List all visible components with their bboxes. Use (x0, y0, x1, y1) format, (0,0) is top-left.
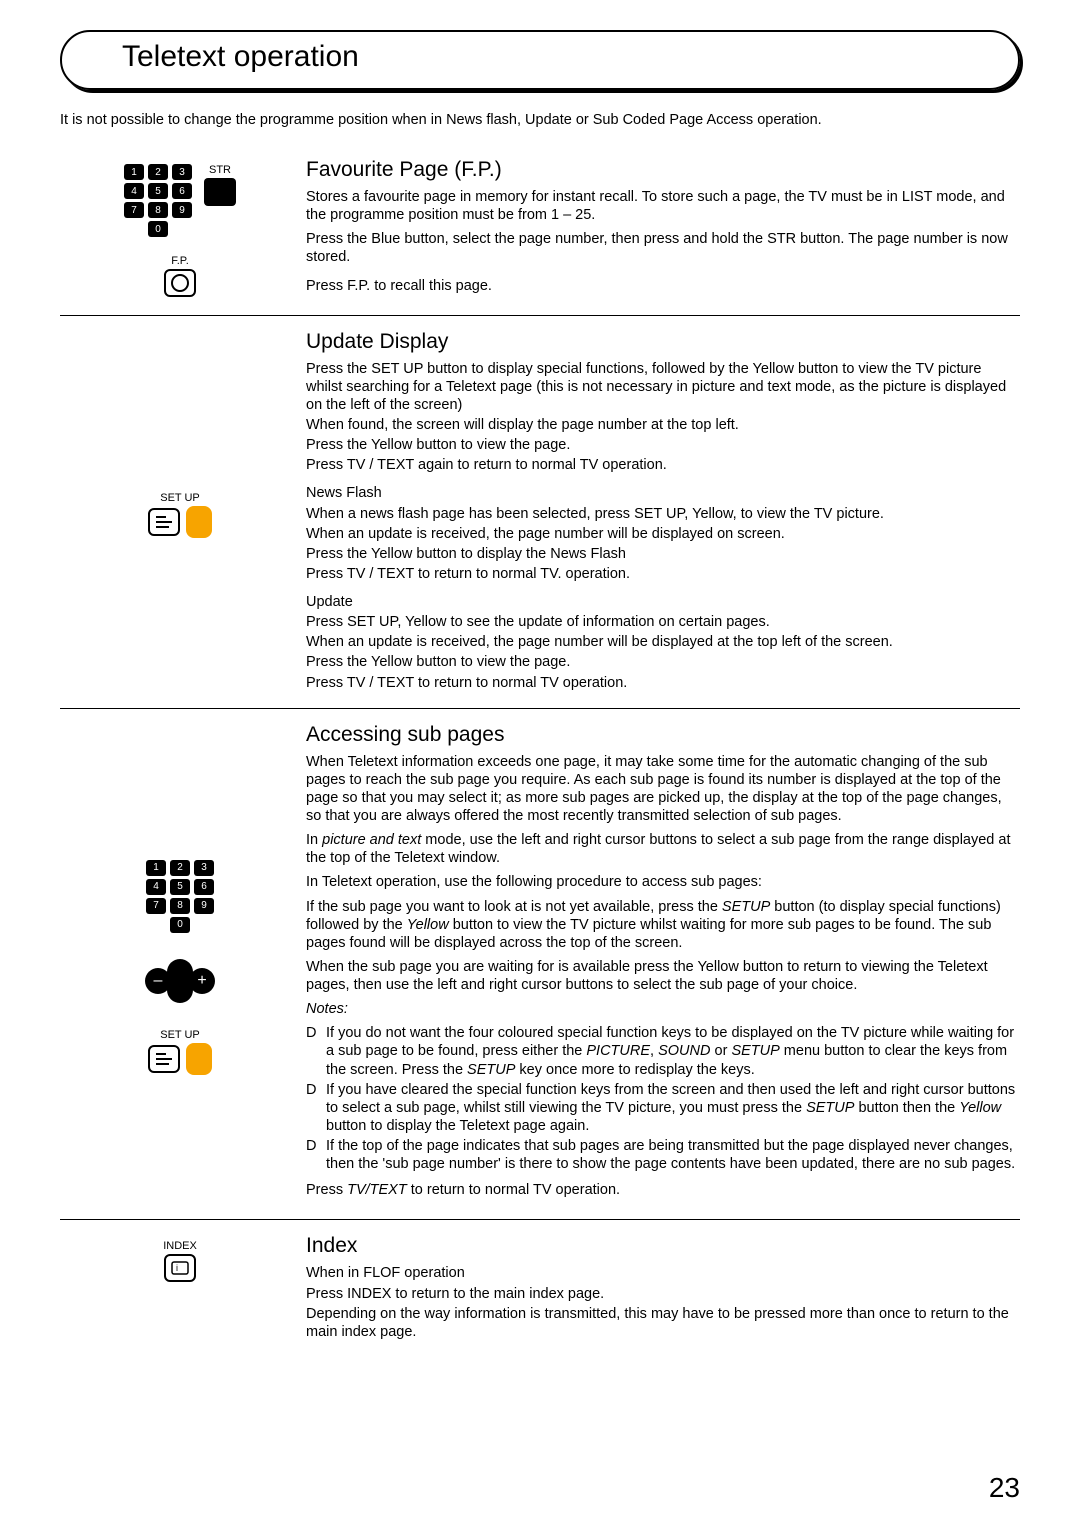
setup-yellow-icons-2 (148, 1043, 212, 1075)
setup-group: SET UP (148, 492, 212, 538)
fp-label: F.P. (171, 255, 189, 267)
str-label: STR (209, 164, 231, 176)
up1: Press SET UP, Yellow to see the update o… (306, 613, 1020, 631)
fp-button-group: F.P. (164, 255, 196, 297)
up2: When an update is received, the page num… (306, 633, 1020, 651)
nf3: Press the Yellow button to display the N… (306, 545, 1020, 563)
intro-text: It is not possible to change the program… (60, 112, 1020, 128)
svg-text:i: i (176, 1263, 178, 1273)
yellow-button-icon-2 (186, 1043, 212, 1075)
fp-right-col: Favourite Page (F.P.) Stores a favourite… (300, 158, 1020, 301)
sub-p4: If the sub page you want to look at is n… (306, 898, 1020, 952)
fp-left-col: 123 456 789 0 STR F.P. (60, 158, 300, 301)
note-1: D If you do not want the four coloured s… (306, 1024, 1020, 1078)
setup-button-icon-2 (148, 1045, 180, 1073)
update-sub-head: Update (306, 593, 1020, 611)
nf4: Press TV / TEXT to return to normal TV. … (306, 565, 1020, 583)
index-button-icon: i (164, 1254, 196, 1282)
setup-button-icon (148, 508, 180, 536)
sub-p5: When the sub page you are waiting for is… (306, 958, 1020, 994)
section-update-display: SET UP Update Display Press the SET UP b… (60, 316, 1020, 709)
yellow-button-icon (186, 506, 212, 538)
index-right-col: Index When in FLOF operation Press INDEX… (300, 1234, 1020, 1343)
fp-body-3: Press F.P. to recall this page. (306, 277, 1020, 295)
update-p3: Press the Yellow button to view the page… (306, 436, 1020, 454)
update-p2: When found, the screen will display the … (306, 416, 1020, 434)
sub-p6: Press TV/TEXT to return to normal TV ope… (306, 1181, 1020, 1199)
update-right-col: Update Display Press the SET UP button t… (300, 330, 1020, 694)
fp-button-icon (164, 269, 196, 297)
update-p1: Press the SET UP button to display speci… (306, 360, 1020, 414)
fp-icon-group: 123 456 789 0 STR (124, 164, 236, 237)
sub-left-col: 123 456 789 0 – + SET UP (60, 723, 300, 1206)
manual-page: Teletext operation It is not possible to… (0, 0, 1080, 1528)
sub-right-col: Accessing sub pages When Teletext inform… (300, 723, 1020, 1206)
section-favourite-page: 123 456 789 0 STR F.P. Favourite Page (F… (60, 144, 1020, 316)
title-frame: Teletext operation (60, 30, 1020, 90)
fp-body-2: Press the Blue button, select the page n… (306, 230, 1020, 266)
keypad-icon-2: 123 456 789 0 (146, 860, 214, 933)
section-index: INDEX i Index When in FLOF operation Pre… (60, 1220, 1020, 1357)
nf2: When an update is received, the page num… (306, 525, 1020, 543)
notes-head: Notes: (306, 1000, 1020, 1018)
index-p2: Press INDEX to return to the main index … (306, 1285, 1020, 1303)
index-p1: When in FLOF operation (306, 1264, 1020, 1282)
section-sub-pages: 123 456 789 0 – + SET UP Accessing sub p… (60, 709, 1020, 1221)
index-label: INDEX (163, 1240, 197, 1252)
page-title: Teletext operation (122, 40, 998, 74)
setup-group-2: SET UP (148, 1029, 212, 1075)
cursor-cluster-icon: – + (145, 959, 215, 1003)
index-group: INDEX i (163, 1240, 197, 1282)
str-button-icon (204, 178, 236, 206)
setup-yellow-icons (148, 506, 212, 538)
fp-body-1: Stores a favourite page in memory for in… (306, 188, 1020, 224)
update-heading: Update Display (306, 330, 1020, 354)
setup-label: SET UP (160, 492, 200, 504)
sub-p2: In picture and text mode, use the left a… (306, 831, 1020, 867)
fp-heading: Favourite Page (F.P.) (306, 158, 1020, 182)
up4: Press TV / TEXT to return to normal TV o… (306, 674, 1020, 692)
sub-heading: Accessing sub pages (306, 723, 1020, 747)
index-left-col: INDEX i (60, 1234, 300, 1343)
sub-p3: In Teletext operation, use the following… (306, 873, 1020, 891)
index-heading: Index (306, 1234, 1020, 1258)
note-3: D If the top of the page indicates that … (306, 1137, 1020, 1173)
page-number: 23 (989, 1472, 1020, 1504)
setup-label-2: SET UP (160, 1029, 200, 1041)
str-group: STR (204, 164, 236, 206)
index-p3: Depending on the way information is tran… (306, 1305, 1020, 1341)
note-2: D If you have cleared the special functi… (306, 1081, 1020, 1135)
update-left-col: SET UP (60, 330, 300, 694)
update-p4: Press TV / TEXT again to return to norma… (306, 456, 1020, 474)
nf1: When a news flash page has been selected… (306, 505, 1020, 523)
newsflash-head: News Flash (306, 484, 1020, 502)
keypad-icon: 123 456 789 0 (124, 164, 192, 237)
up3: Press the Yellow button to view the page… (306, 653, 1020, 671)
sub-p1: When Teletext information exceeds one pa… (306, 753, 1020, 826)
notes-list: D If you do not want the four coloured s… (306, 1024, 1020, 1173)
